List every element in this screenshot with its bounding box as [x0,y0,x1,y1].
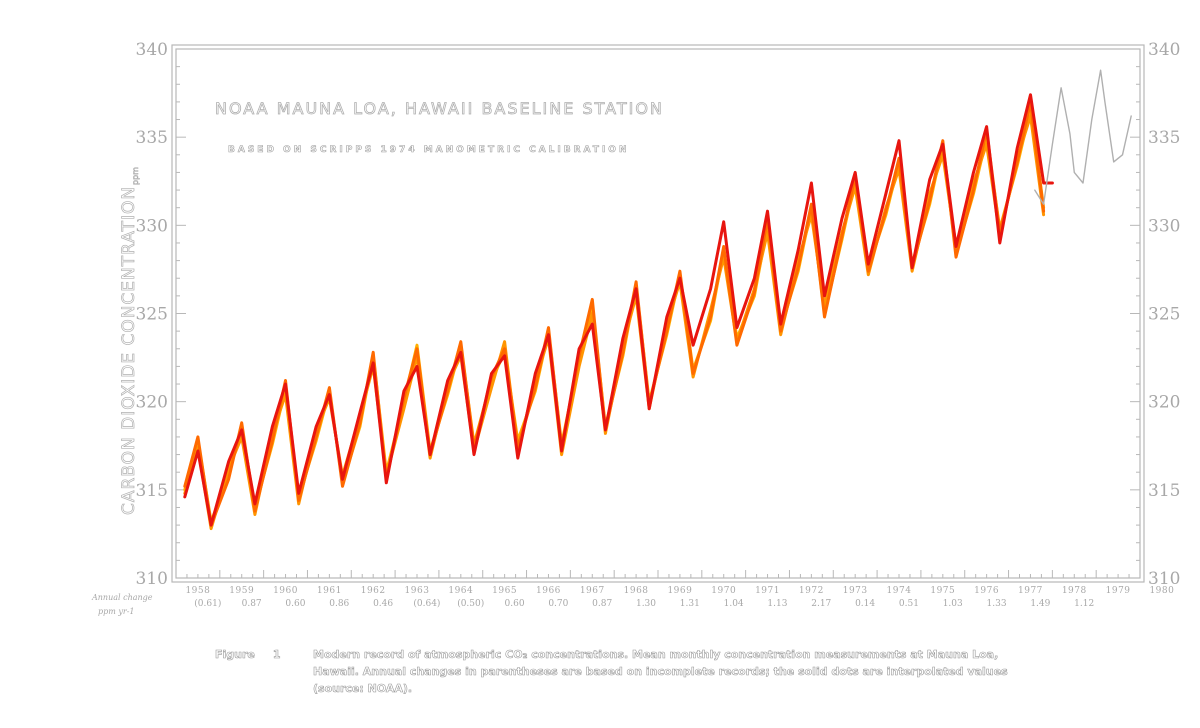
x-tick-label: 1959 [229,586,254,596]
annual-change-value: 1.31 [680,599,700,609]
annual-change-label: Annual change [91,593,153,602]
x-tick-label: 1960 [273,586,298,596]
annual-change-value: 0.86 [329,599,349,609]
y-axis-right: 310 315 320 325 330 335 340 [1130,40,1180,589]
y-tick-label-right: 330 [1148,216,1180,236]
y-tick-label-left: 340 [136,40,168,60]
annual-change-value: 1.13 [767,599,787,609]
y-tick-label-right: 325 [1148,305,1180,325]
x-tick-label: 1979 [1106,586,1131,596]
x-tick-label: 1958 [185,586,210,596]
x-axis: 1958 1959 1960 1961 1962 1963 1964 1965 1966 1967… [175,570,1174,596]
annual-change-value: (0.61) [194,598,221,609]
y-axis-left: 310 315 320 325 330 335 340 [136,40,186,589]
series-line [183,107,1046,524]
x-tick-label: 1978 [1062,586,1087,596]
y-tick-label-right: 340 [1148,40,1180,60]
y-tick-label-left: 315 [136,481,168,501]
plot-frame [171,44,1145,583]
x-tick-label: 1977 [1018,586,1043,596]
annual-change-value: 1.04 [724,599,744,609]
x-tick-label: 1973 [843,586,868,596]
annual-change-value: 1.03 [943,599,963,609]
figure-label-text: Figure [215,648,255,662]
y-tick-label-right: 320 [1148,393,1180,413]
x-tick-label: 1970 [711,586,736,596]
chart-title: NOAA MAUNA LOA, HAWAII BASELINE STATION [215,99,664,118]
x-tick-label: 1971 [755,586,780,596]
annual-change-value: 0.60 [505,599,525,609]
x-tick-label: 1975 [930,586,955,596]
annual-change-value: 0.70 [548,599,568,609]
x-tick-label: 1966 [536,586,561,596]
x-tick-label: 1964 [448,586,473,596]
y-tick-label-left: 310 [136,569,168,589]
y-tick-label-left: 325 [136,305,168,325]
series-line [1034,69,1132,205]
annual-change-value: 0.14 [855,599,875,609]
y-tick-label-right: 335 [1148,128,1180,148]
x-tick-label: 1963 [405,586,430,596]
figure-number: 1 [272,648,281,662]
annual-change-value: 0.46 [373,599,393,609]
chart-subtitle: BASED ON SCRIPPS 1974 MANOMETRIC CALIBRA… [228,145,629,155]
y-tick-label-right: 310 [1148,569,1180,589]
series-line [183,114,1046,531]
x-tick-label: 1972 [799,586,824,596]
x-tick-label: 1965 [492,586,517,596]
x-tick-label: 1976 [974,586,999,596]
y-axis-label: CARBON DIOXIDE CONCENTRATION [119,186,139,515]
y-tick-label-left: 320 [136,393,168,413]
annual-change-value: 1.33 [987,599,1007,609]
x-tick-label: 1968 [624,586,649,596]
x-tick-label: 1969 [667,586,692,596]
annual-change-value: 2.17 [811,599,831,609]
series-line [183,93,1054,527]
data-series [183,69,1132,531]
x-tick-label: 1974 [887,586,912,596]
series-line [183,100,1046,527]
annual-change-value: 0.87 [242,599,262,609]
annual-change-value: 1.30 [636,599,656,609]
x-tick-label: 1961 [317,586,342,596]
x-tick-label: 1967 [580,586,605,596]
x-tick-label: 1962 [361,586,386,596]
y-axis-unit: ppm [131,167,140,185]
figure-caption: Modern record of atmospheric CO₂ concent… [313,648,1008,696]
annual-change-value: 0.60 [285,599,305,609]
annual-change-value: 1.12 [1074,599,1094,609]
y-tick-label-left: 335 [136,128,168,148]
x-tick-label: 1980 [1149,586,1174,596]
annual-change-row: Annual change ppm yr-1 (0.61) 0.87 0.60 0.8… [91,593,1094,616]
annual-change-value: 1.49 [1030,599,1050,609]
y-tick-label-left: 330 [136,216,168,236]
annual-change-value: 0.87 [592,599,612,609]
figure-label: Figure 1 [215,648,281,662]
annual-change-value: 0.51 [899,599,919,609]
annual-change-value: (0.64) [413,598,440,609]
annual-change-value: (0.50) [457,598,484,609]
annual-change-unit: ppm yr-1 [98,607,135,616]
y-tick-label-right: 315 [1148,481,1180,501]
